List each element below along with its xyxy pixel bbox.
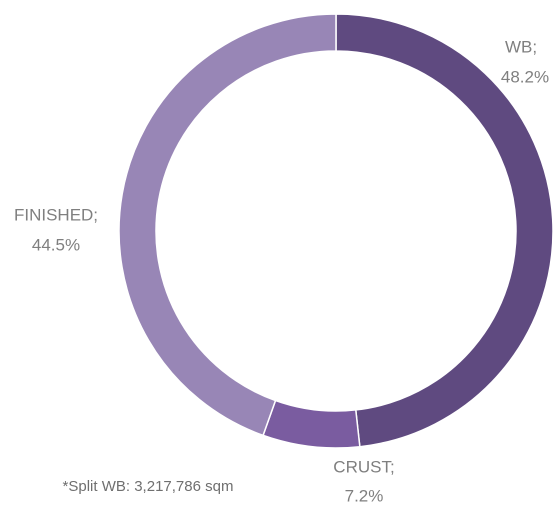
slice-value-label: 7.2% xyxy=(345,486,384,505)
donut-slice xyxy=(335,13,554,448)
slice-value-label: 48.2% xyxy=(501,67,549,86)
donut-slice xyxy=(118,13,337,437)
slice-label: WB; xyxy=(505,37,537,56)
annotation: *Split WB: 3,217,786 sqm xyxy=(63,478,234,495)
slice-value-label: 44.5% xyxy=(32,235,80,254)
donut-slice xyxy=(262,399,361,449)
slice-label: CRUST; xyxy=(333,457,394,476)
slice-label: FINISHED; xyxy=(14,205,98,224)
